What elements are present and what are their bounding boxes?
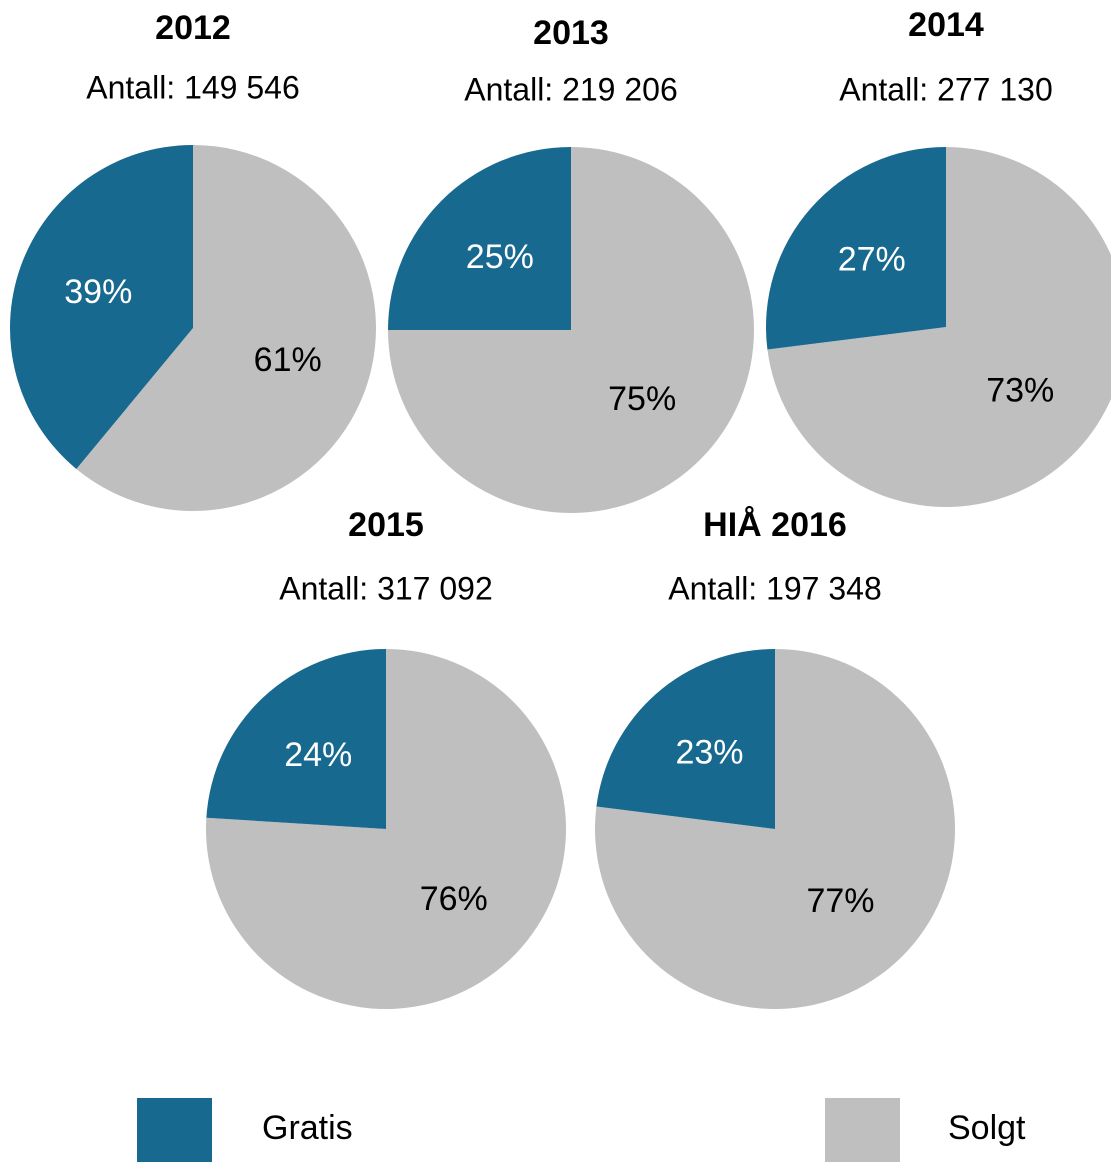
legend-swatch [137,1098,212,1162]
pie-slice [766,147,946,350]
chart-title: 2012 [155,9,231,47]
chart-title: 2014 [908,6,984,44]
legend-swatch [825,1098,900,1162]
data-label: 77% [806,882,874,920]
pie-slice [595,649,956,1009]
chart-subtitle: Antall: 277 130 [839,71,1053,107]
legend-label: Gratis [262,1109,353,1147]
chart-subtitle: Antall: 149 546 [86,69,300,105]
pie-slice [206,649,386,829]
chart-subtitle: Antall: 197 348 [668,570,882,606]
chart-title: 2015 [348,506,424,544]
data-label: 61% [254,341,322,379]
chart-subtitle: Antall: 317 092 [279,570,493,606]
pie-slice [9,145,193,470]
data-label: 27% [838,241,906,279]
pie-slice [76,145,376,512]
pie-slice [596,649,775,829]
data-label: 39% [64,273,132,311]
data-label: 24% [284,736,352,774]
data-label: 73% [986,371,1054,409]
chart-title: 2013 [533,14,609,52]
pie-slice [388,147,571,330]
pie-slice [767,147,1111,507]
chart-title: HIÅ 2016 [703,506,847,544]
data-label: 75% [608,380,676,418]
legend-label: Solgt [948,1109,1026,1147]
chart-subtitle: Antall: 219 206 [464,71,678,107]
data-label: 23% [675,734,743,772]
data-label: 25% [466,238,534,276]
data-label: 76% [420,880,488,918]
